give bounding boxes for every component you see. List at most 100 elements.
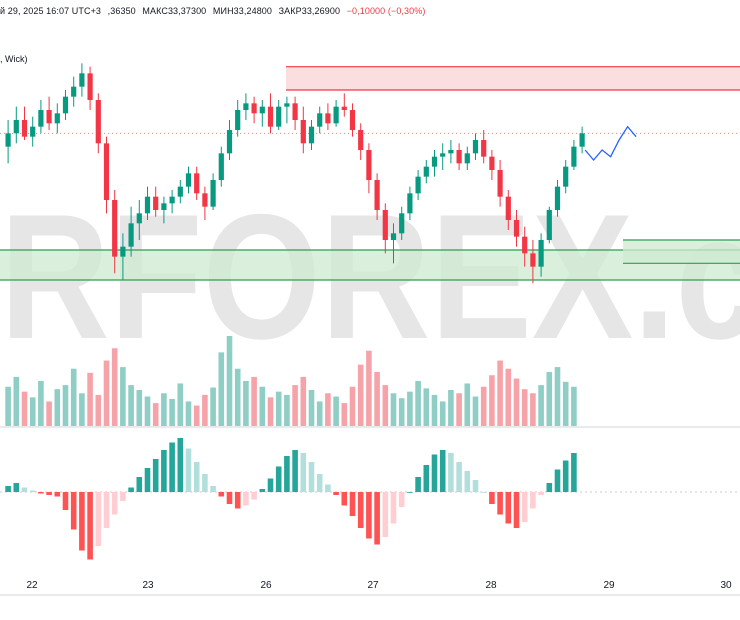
candle <box>481 130 487 164</box>
volume-bar <box>382 385 389 426</box>
candle-body <box>300 120 306 144</box>
candle-body <box>407 193 413 214</box>
candle-body <box>120 246 126 257</box>
histogram-bar <box>357 492 364 528</box>
volume-bar <box>70 368 77 426</box>
candle-body <box>103 143 110 200</box>
histogram-bar <box>21 487 28 492</box>
date-label: й 29, 2025 16:07 UTC+3 <box>0 6 102 16</box>
histogram-bar <box>95 492 102 546</box>
candle <box>112 190 118 274</box>
candle-body <box>415 176 421 194</box>
histogram-bar <box>325 484 331 492</box>
candle-body <box>497 170 503 197</box>
histogram-bar <box>497 492 503 515</box>
candle <box>54 103 60 134</box>
volume-bar <box>161 393 167 426</box>
volume-bar <box>505 368 512 426</box>
histogram-bar <box>5 486 11 492</box>
candle-body <box>284 103 290 107</box>
volume-bar <box>38 381 44 426</box>
indicator-label: , Wick) <box>0 54 28 64</box>
histogram-bar <box>308 462 315 492</box>
histogram-bar <box>226 492 233 504</box>
volume-bar <box>497 360 503 426</box>
candle <box>161 196 167 224</box>
candle-body <box>440 153 446 157</box>
candle-body <box>374 180 380 210</box>
candle <box>144 186 151 220</box>
candle <box>325 103 331 130</box>
histogram-bar <box>275 466 282 492</box>
volume-bar <box>202 394 208 426</box>
candle <box>308 120 315 150</box>
volume-bar <box>111 348 118 426</box>
volume-bar <box>169 399 175 426</box>
candle-body <box>194 173 200 194</box>
candle <box>440 143 446 170</box>
candle-body <box>325 113 331 124</box>
volume-bar <box>243 381 249 426</box>
candle <box>579 126 585 154</box>
histogram-bar <box>398 492 405 507</box>
histogram-bar <box>46 492 52 495</box>
histogram-bar <box>243 492 249 506</box>
candle <box>30 116 36 147</box>
candle <box>505 190 511 230</box>
candle-body <box>218 153 224 180</box>
candle <box>259 100 265 127</box>
candle-body <box>448 150 454 154</box>
candle <box>333 100 339 127</box>
candle-body <box>87 73 93 100</box>
candle-body <box>349 110 356 130</box>
histogram-bar <box>366 492 372 539</box>
histogram-bar <box>54 492 61 497</box>
histogram-bar <box>29 490 36 492</box>
candle-body <box>144 196 151 214</box>
volume-bar <box>521 389 528 426</box>
candle <box>87 66 93 110</box>
x-tick-label: 30 <box>720 580 732 591</box>
volume-bar <box>349 386 356 426</box>
candle-body <box>136 213 142 224</box>
volume-bar <box>251 376 257 426</box>
histogram-bar <box>87 492 93 560</box>
candle-body <box>54 113 60 124</box>
volume-bar <box>5 386 11 426</box>
time-axis: 22 23 26 27 28 29 30 <box>26 580 732 591</box>
candle <box>218 146 224 187</box>
volume-bar <box>29 397 36 426</box>
candle-body <box>226 130 233 154</box>
x-tick-label: 22 <box>26 580 38 591</box>
volume-series <box>5 336 577 426</box>
volume-bar <box>300 376 307 426</box>
histogram-bar <box>390 492 397 524</box>
volume-bar <box>234 368 241 426</box>
histogram-bar <box>259 489 266 492</box>
candle-body <box>21 120 28 137</box>
x-tick-label: 23 <box>142 580 154 591</box>
histogram-bar <box>505 492 512 524</box>
change-label: −0,10000 (−0,30%) <box>346 6 426 16</box>
candle <box>538 233 544 277</box>
volume-bar <box>415 381 421 426</box>
candle <box>62 90 69 120</box>
candle-body <box>251 103 257 114</box>
volume-bar <box>374 372 380 426</box>
close-label: ЗАКР33,26900 <box>278 6 341 16</box>
histogram-bar <box>120 492 126 501</box>
histogram-bar <box>218 492 225 497</box>
histogram-bar <box>13 483 20 492</box>
candle-body <box>308 126 315 144</box>
candle <box>235 100 241 137</box>
candle-body <box>38 110 44 127</box>
histogram-bar <box>448 453 454 492</box>
candle-body <box>185 173 192 187</box>
candle-body <box>456 150 462 164</box>
volume-bar <box>366 350 372 426</box>
volume-bar <box>316 401 323 426</box>
histogram-bar <box>407 492 413 493</box>
candle <box>284 96 290 124</box>
candle-body <box>489 156 495 170</box>
